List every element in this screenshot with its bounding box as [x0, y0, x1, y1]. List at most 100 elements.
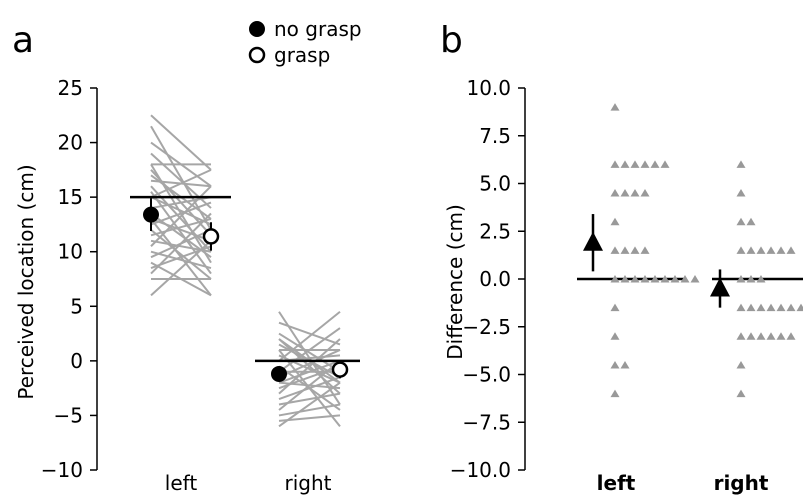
- mean-marker-right: [331, 361, 349, 378]
- legend-marker-grasp: [248, 46, 266, 64]
- mean-marker-right: [271, 365, 287, 382]
- legend-label-grasp: grasp: [274, 43, 330, 67]
- difference-point-left: [610, 217, 620, 226]
- panel-b-label: b: [440, 20, 463, 61]
- difference-point-left: [610, 246, 620, 254]
- y-tick-label-b: 7.5: [479, 124, 511, 148]
- paired-line-right: [278, 321, 341, 346]
- paired-line-left: [150, 114, 212, 171]
- difference-point-left: [670, 275, 680, 283]
- legend-label-no-grasp: no grasp: [274, 17, 362, 41]
- difference-point-left: [620, 160, 630, 168]
- difference-point-left: [630, 160, 640, 168]
- paired-line-left: [150, 196, 212, 226]
- difference-point-right: [736, 189, 746, 197]
- paired-line-right: [278, 403, 341, 417]
- difference-point-right: [746, 275, 756, 283]
- difference-point-left: [640, 275, 650, 283]
- panel-a: a 25 20 15 10 5 0 −5 −10 Perceived location (cm…: [12, 17, 362, 495]
- paired-line-left: [150, 196, 212, 210]
- y-tick-label-a: −5: [54, 403, 83, 427]
- y-tick-label-a: 15: [58, 185, 83, 209]
- difference-point-right: [736, 303, 746, 312]
- difference-point-left: [610, 332, 620, 340]
- difference-point-right: [736, 275, 746, 283]
- difference-point-left: [620, 246, 630, 254]
- difference-point-right: [746, 303, 756, 312]
- paired-line-right: [278, 360, 341, 411]
- panel-a-label: a: [12, 20, 34, 61]
- paired-line-right: [278, 327, 341, 373]
- y-tick-label-a: 25: [58, 76, 83, 100]
- y-tick-label-b: −2.5: [462, 315, 511, 339]
- paired-line-left: [150, 218, 212, 242]
- difference-point-left: [630, 189, 640, 197]
- difference-point-right: [736, 217, 746, 226]
- difference-point-left: [640, 160, 650, 168]
- difference-point-right: [786, 332, 796, 340]
- y-axis-label-b: Difference (cm): [443, 204, 467, 360]
- y-tick-label-a: −10: [41, 458, 83, 482]
- x-tick-left-a: left: [165, 471, 198, 495]
- difference-point-right: [736, 246, 746, 254]
- y-tick-label-b: 10.0: [466, 76, 511, 100]
- difference-point-left: [650, 275, 660, 283]
- difference-point-left: [690, 275, 700, 283]
- difference-point-right: [736, 389, 746, 398]
- difference-point-left: [620, 275, 630, 283]
- difference-point-left: [620, 360, 630, 369]
- paired-line-left: [150, 168, 212, 199]
- difference-point-right: [786, 303, 796, 312]
- mean-triangle-right: [710, 277, 730, 297]
- difference-point-right: [756, 303, 766, 312]
- y-tick-label-a: 10: [58, 240, 83, 264]
- difference-point-right: [746, 246, 756, 254]
- paired-line-left: [150, 201, 212, 226]
- legend-marker-no-grasp: [249, 21, 265, 37]
- difference-point-right: [776, 303, 786, 312]
- y-tick-label-b: −7.5: [462, 410, 511, 434]
- difference-point-right: [796, 303, 803, 312]
- mean-marker-left: [202, 228, 220, 245]
- y-tick-label-b: 0.0: [479, 267, 511, 291]
- difference-point-left: [610, 360, 620, 369]
- paired-line-left: [150, 240, 212, 297]
- difference-point-right: [756, 332, 766, 340]
- y-axis-label-a: Perceived location (cm): [14, 164, 38, 399]
- difference-point-right: [756, 275, 766, 283]
- difference-point-right: [766, 332, 776, 340]
- difference-point-right: [746, 332, 756, 340]
- difference-point-right: [736, 160, 746, 168]
- mean-triangle-left: [583, 231, 603, 251]
- y-tick-label-b: −5.0: [462, 363, 511, 387]
- panel-b: b 10.0 7.5 5.0 2.5 0.0 −2.5 −5.0 −7.5 −10.0 Diff…: [440, 20, 803, 495]
- difference-point-left: [620, 189, 630, 197]
- difference-point-right: [776, 332, 786, 340]
- difference-point-left: [610, 389, 620, 398]
- x-tick-right-b: right: [714, 471, 769, 495]
- paired-line-right: [278, 349, 341, 427]
- difference-point-right: [766, 303, 776, 312]
- difference-point-left: [640, 246, 650, 254]
- y-tick-label-b: 2.5: [479, 219, 511, 243]
- difference-point-left: [660, 160, 670, 168]
- legend: no grasp grasp: [248, 17, 362, 67]
- difference-point-left: [650, 160, 660, 168]
- x-tick-left-b: left: [597, 471, 636, 495]
- difference-point-right: [736, 360, 746, 369]
- difference-point-right: [776, 246, 786, 254]
- difference-point-left: [630, 246, 640, 254]
- y-tick-label-b: 5.0: [479, 172, 511, 196]
- paired-line-left: [150, 229, 212, 280]
- paired-line-left: [150, 212, 212, 275]
- difference-point-left: [660, 275, 670, 283]
- data-marks-a: [130, 195, 360, 382]
- paired-line-right: [278, 349, 341, 379]
- paired-lines-group: [150, 114, 341, 428]
- difference-point-right: [786, 246, 796, 254]
- difference-point-left: [680, 275, 690, 283]
- difference-point-left: [630, 275, 640, 283]
- difference-point-right: [746, 217, 756, 226]
- difference-point-left: [610, 103, 620, 111]
